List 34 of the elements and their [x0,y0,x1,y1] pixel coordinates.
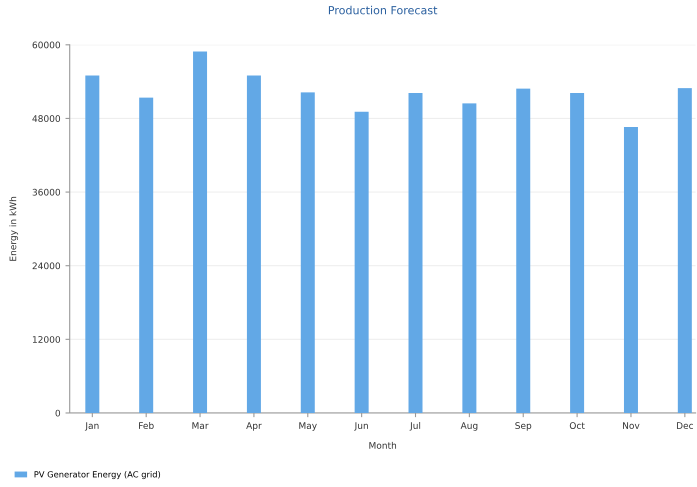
bar [300,92,315,413]
bar [570,92,584,413]
bar [516,88,530,413]
y-tick-label: 0 [56,410,60,417]
x-tick-label: Nov [623,422,640,429]
x-tick-label: Dec [676,422,694,429]
bar [193,52,208,413]
y-tick-label: 24000 [32,262,60,270]
x-tick-label: May [299,422,317,431]
x-tick-label: Mar [192,422,209,429]
x-tick-label: Oct [570,422,585,429]
y-tick-label: 12000 [32,336,60,343]
bar [139,98,154,413]
legend-label: PV Generator Energy (AC grid) [34,471,160,480]
y-tick-label: 36000 [32,188,60,196]
bar [354,112,369,413]
chart-title: Production Forecast [328,6,438,14]
bar [246,75,261,413]
x-tick-label: Jun [354,422,368,431]
x-axis-title: Month [369,442,396,449]
bar [462,103,476,413]
y-tick-label: 48000 [32,115,60,122]
x-tick-label: Jan [84,422,99,431]
x-tick-label: Sep [515,422,532,431]
bar [624,127,638,413]
x-tick-label: Jul [410,422,420,431]
bar [85,75,100,413]
x-tick-label: Feb [139,422,154,429]
x-tick-label: Aug [460,422,478,431]
x-tick-label: Apr [246,422,262,431]
y-axis-title: Energy in kWh [9,196,18,261]
y-tick-label: 60000 [32,42,60,48]
bar [408,92,423,413]
bar [678,88,692,413]
